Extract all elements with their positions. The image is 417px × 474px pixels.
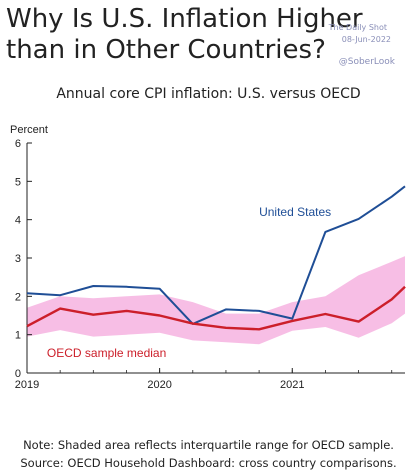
watermark-brand: The Daily Shot [328, 23, 387, 32]
series-line-united-states [26, 185, 406, 325]
x-tick-label: 2020 [147, 379, 171, 391]
annotation-label: OECD sample median [47, 346, 166, 360]
watermark-date: 08-Jun-2022 [341, 35, 391, 44]
y-tick-label: 1 [15, 330, 21, 342]
x-tick-label: 2021 [280, 379, 304, 391]
y-tick-label: 0 [15, 368, 21, 380]
chart-title: Annual core CPI inflation: U.S. versus O… [56, 86, 361, 102]
y-tick-label: 6 [15, 138, 21, 150]
y-tick-label: 2 [15, 291, 21, 303]
y-tick-label: 5 [15, 176, 21, 188]
footnote: Note: Shaded area reflects interquartile… [23, 438, 394, 452]
watermark-handle: @SoberLook [338, 57, 395, 67]
y-tick-label: 4 [15, 215, 21, 227]
x-tick-label: 2019 [15, 379, 39, 391]
page-title: Why Is U.S. Inflation Higher than in Oth… [6, 4, 363, 65]
source-note: Source: OECD Household Dashboard: cross … [20, 456, 397, 470]
series-line-oecd-sample-median [26, 285, 406, 331]
annotation-label: United States [259, 205, 331, 219]
y-axis-label: Percent [10, 124, 48, 136]
y-tick-label: 3 [15, 253, 21, 265]
interquartile-band [27, 256, 405, 345]
